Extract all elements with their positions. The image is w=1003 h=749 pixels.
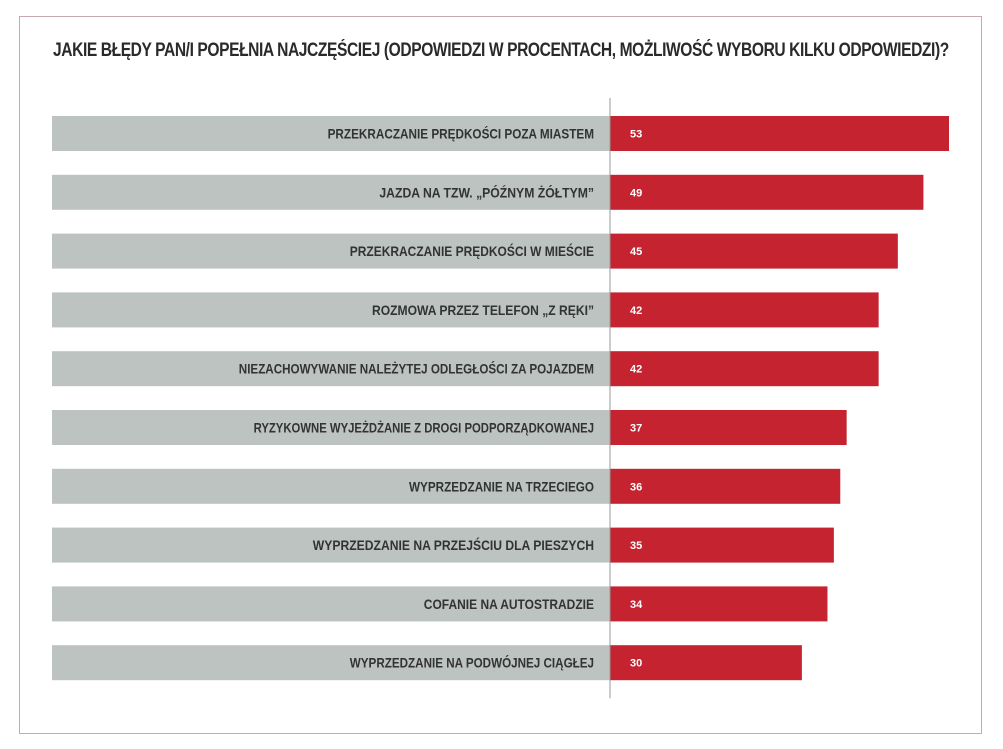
category-label: COFANIE NA AUTOSTRADZIE: [424, 596, 594, 612]
category-label-background: [52, 410, 610, 445]
bar: [610, 586, 828, 622]
value-label: 36: [630, 481, 642, 493]
bar-row: WYPRZEDZANIE NA TRZECIEGO 36: [52, 468, 841, 504]
bar: [610, 233, 898, 269]
value-label: 35: [630, 540, 642, 552]
chart-title: JAKIE BŁĘDY PAN/I POPEŁNIA NAJCZĘŚCIEJ (…: [53, 40, 949, 61]
category-label-background: [52, 351, 610, 387]
value-label: 37: [630, 423, 642, 435]
bar: [610, 410, 847, 445]
bar: [610, 292, 879, 328]
bar: [610, 351, 879, 387]
value-label: 30: [630, 658, 642, 670]
category-label-background: [52, 645, 610, 681]
bar: [610, 527, 834, 563]
bar-row: COFANIE NA AUTOSTRADZIE 34: [52, 586, 828, 622]
bar-row: NIEZACHOWYWANIE NALEŻYTEJ ODLEGŁOŚCI ZA …: [52, 351, 879, 387]
value-label: 53: [630, 129, 642, 141]
value-label: 49: [630, 187, 642, 199]
bar-row: WYPRZEDZANIE NA PODWÓJNEJ CIĄGŁEJ 30: [52, 645, 802, 681]
category-label-background: [52, 586, 610, 622]
category-label-background: [52, 527, 610, 563]
bar: [610, 174, 924, 210]
bar: [610, 468, 841, 504]
category-label: NIEZACHOWYWANIE NALEŻYTEJ ODLEGŁOŚCI ZA …: [239, 360, 594, 377]
category-label-background: [52, 233, 610, 269]
value-label: 45: [630, 246, 642, 258]
category-label-background: [52, 468, 610, 504]
category-label-background: [52, 174, 610, 210]
category-label: ROZMOWA PRZEZ TELEFON „Z RĘKI”: [372, 302, 594, 318]
value-label: 34: [630, 599, 643, 611]
bar-row: ROZMOWA PRZEZ TELEFON „Z RĘKI” 42: [52, 292, 879, 328]
bar-row: RYZYKOWNE WYJEŻDŻANIE Z DROGI PODPORZĄDK…: [52, 410, 847, 445]
category-label: PRZEKRACZANIE PRĘDKOŚCI W MIEŚCIE: [350, 242, 594, 259]
bar-row: PRZEKRACZANIE PRĘDKOŚCI W MIEŚCIE 45: [52, 233, 898, 269]
category-label: WYPRZEDZANIE NA PRZEJŚCIU DLA PIESZYCH: [313, 536, 594, 553]
value-label: 42: [630, 364, 642, 376]
category-label: JAZDA NA TZW. „PÓŹNYM ŻÓŁTYM”: [379, 183, 594, 200]
bar: [610, 645, 802, 681]
category-label: PRZEKRACZANIE PRĘDKOŚCI POZA MIASTEM: [328, 125, 594, 142]
category-label: WYPRZEDZANIE NA TRZECIEGO: [409, 478, 594, 494]
bar: [610, 116, 949, 151]
category-label-background: [52, 292, 610, 328]
chart-frame: [19, 16, 982, 734]
category-label: WYPRZEDZANIE NA PODWÓJNEJ CIĄGŁEJ: [350, 654, 594, 671]
bar-row: PRZEKRACZANIE PRĘDKOŚCI POZA MIASTEM 53: [52, 116, 949, 151]
bar-row: JAZDA NA TZW. „PÓŹNYM ŻÓŁTYM” 49: [52, 174, 924, 210]
category-label: RYZYKOWNE WYJEŻDŻANIE Z DROGI PODPORZĄDK…: [254, 420, 594, 436]
category-label-background: [52, 116, 610, 151]
bar-row: WYPRZEDZANIE NA PRZEJŚCIU DLA PIESZYCH 35: [52, 527, 834, 563]
value-label: 42: [630, 305, 642, 317]
